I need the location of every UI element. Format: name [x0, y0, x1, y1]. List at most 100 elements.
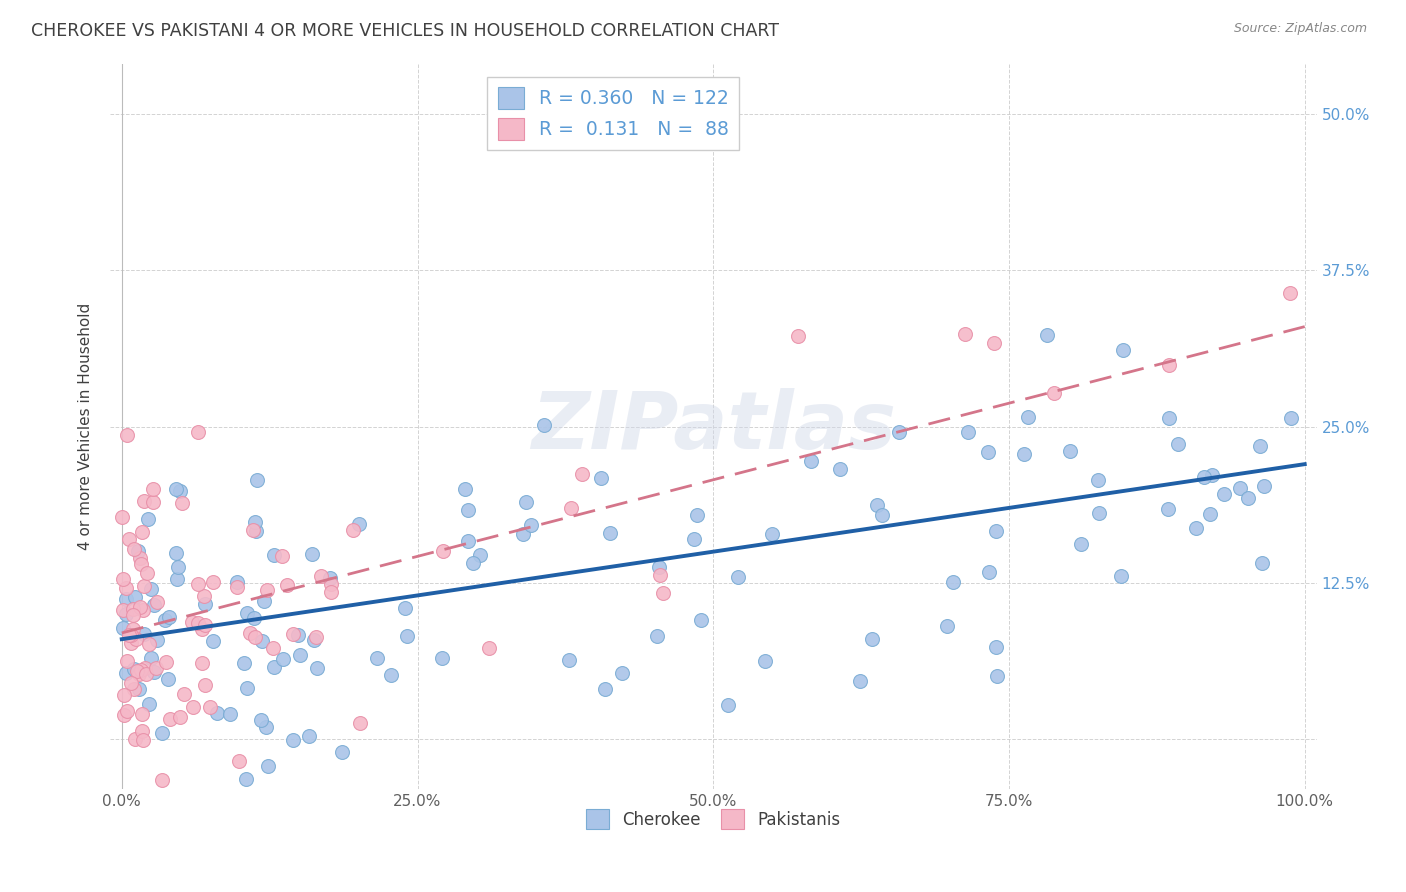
Point [1279, 286, 1302, 301]
Point [128, 682, 150, 697]
Point [150, 772, 173, 787]
Point [1253, 479, 1275, 493]
Point [270, 549, 292, 563]
Point [1199, 507, 1222, 521]
Point [984, 524, 1007, 538]
Point [141, 651, 163, 665]
Point [1237, 491, 1260, 506]
Point [181, 615, 204, 629]
Point [942, 574, 965, 589]
Point [157, 610, 180, 624]
Point [120, 676, 142, 690]
Point [132, 493, 155, 508]
Point [159, 713, 181, 727]
Point [228, 754, 250, 768]
Point [686, 508, 709, 523]
Point [1157, 358, 1180, 372]
Point [146, 594, 169, 608]
Point [156, 672, 179, 686]
Point [225, 574, 247, 589]
Point [142, 665, 165, 679]
Point [112, 688, 135, 702]
Point [181, 700, 204, 714]
Point [682, 532, 704, 546]
Point [131, 723, 153, 738]
Point [330, 746, 353, 760]
Point [271, 651, 294, 665]
Point [114, 666, 136, 681]
Point [297, 730, 319, 744]
Point [319, 577, 342, 591]
Point [1159, 411, 1181, 425]
Point [1111, 343, 1133, 357]
Point [457, 533, 479, 548]
Y-axis label: 4 or more Vehicles in Household: 4 or more Vehicles in Household [79, 303, 93, 550]
Point [134, 627, 156, 641]
Point [129, 600, 152, 615]
Point [235, 681, 257, 695]
Point [142, 482, 165, 496]
Point [276, 578, 298, 592]
Point [302, 633, 325, 648]
Point [533, 418, 555, 433]
Point [243, 611, 266, 625]
Point [263, 548, 285, 562]
Point [232, 656, 254, 670]
Point [342, 523, 364, 537]
Point [115, 607, 138, 622]
Point [239, 626, 262, 640]
Text: ZIPatlas: ZIPatlas [530, 388, 896, 466]
Point [589, 471, 612, 485]
Point [150, 726, 173, 740]
Point [1043, 385, 1066, 400]
Point [253, 594, 276, 608]
Point [254, 719, 277, 733]
Point [115, 581, 138, 595]
Point [1201, 467, 1223, 482]
Point [986, 669, 1008, 683]
Point [115, 704, 138, 718]
Point [512, 527, 534, 541]
Point [380, 668, 402, 682]
Point [193, 618, 215, 632]
Point [430, 650, 453, 665]
Point [200, 700, 222, 714]
Point [1213, 487, 1236, 501]
Point [132, 733, 155, 747]
Point [124, 591, 146, 605]
Point [166, 572, 188, 586]
Point [187, 577, 209, 591]
Point [1059, 443, 1081, 458]
Point [828, 462, 851, 476]
Point [190, 656, 212, 670]
Point [141, 582, 163, 596]
Point [128, 550, 150, 565]
Point [118, 628, 141, 642]
Point [432, 544, 454, 558]
Point [122, 601, 145, 615]
Point [129, 557, 152, 571]
Point [190, 622, 212, 636]
Point [111, 573, 134, 587]
Point [262, 640, 284, 655]
Point [283, 733, 305, 747]
Point [124, 731, 146, 746]
Point [226, 580, 249, 594]
Point [120, 635, 142, 649]
Point [173, 687, 195, 701]
Point [193, 597, 215, 611]
Point [288, 648, 311, 663]
Point [520, 517, 543, 532]
Point [761, 526, 783, 541]
Point [194, 677, 217, 691]
Point [115, 653, 138, 667]
Point [193, 589, 215, 603]
Point [118, 532, 141, 546]
Text: Source: ZipAtlas.com: Source: ZipAtlas.com [1233, 22, 1367, 36]
Point [1192, 470, 1215, 484]
Point [349, 716, 371, 731]
Point [977, 444, 1000, 458]
Point [287, 628, 309, 642]
Point [135, 666, 157, 681]
Point [560, 501, 582, 516]
